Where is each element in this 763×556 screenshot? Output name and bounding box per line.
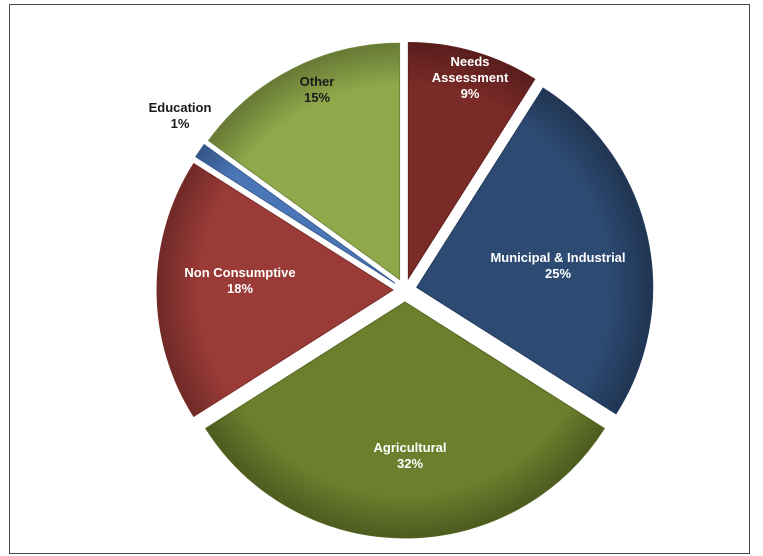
pie-slice-non-consumptive: [156, 162, 394, 418]
data-label-pct-municipal-industrial: 25%: [545, 266, 571, 281]
data-label-needs-assessment: Needs: [450, 54, 489, 69]
pie-slice-municipal-industrial: [416, 87, 654, 415]
pie-slice-education: [195, 143, 396, 284]
data-label-agricultural: Agricultural: [374, 440, 447, 455]
data-label-needs-assessment: Assessment: [432, 70, 509, 85]
data-label-pct-other: 15%: [304, 90, 330, 105]
data-label-municipal-industrial: Municipal & Industrial: [490, 250, 625, 265]
pie-slice-needs-assessment: [407, 41, 536, 281]
data-label-education: Education: [149, 100, 212, 115]
data-label-other: Other: [300, 74, 335, 89]
data-label-pct-agricultural: 32%: [397, 456, 423, 471]
data-label-pct-needs-assessment: 9%: [461, 86, 480, 101]
data-label-pct-education: 1%: [171, 116, 190, 131]
data-label-pct-non-consumptive: 18%: [227, 281, 253, 296]
pie-slice-agricultural: [205, 301, 605, 539]
pie-slice-other: [207, 42, 401, 281]
data-label-non-consumptive: Non Consumptive: [184, 265, 295, 280]
